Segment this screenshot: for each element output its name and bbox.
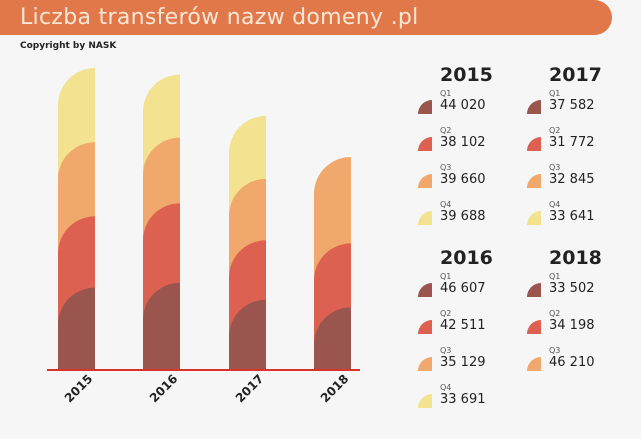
legend-year: 2016: [440, 247, 493, 269]
legend-value: 33 502: [549, 281, 595, 296]
legend-value: 46 210: [549, 355, 595, 370]
legend-quarter: Q2: [440, 309, 452, 318]
legend-item: Q1 44 020: [418, 89, 508, 123]
legend-quarter: Q1: [549, 272, 561, 281]
legend-value: 39 688: [440, 209, 486, 224]
legend-value: 42 511: [440, 318, 486, 333]
legend-quarter: Q4: [549, 200, 561, 209]
header-bar: [0, 0, 612, 35]
quarter-swatch-icon: [418, 357, 432, 371]
legend-value: 44 020: [440, 98, 486, 113]
legend-item: Q1 46 607: [418, 272, 508, 306]
legend-value: 46 607: [440, 281, 486, 296]
quarter-swatch-icon: [527, 211, 541, 225]
legend-quarter: Q3: [549, 346, 561, 355]
legend-item: Q2 42 511: [418, 309, 508, 343]
legend-quarter: Q3: [549, 163, 561, 172]
legend-item: Q2 31 772: [527, 126, 617, 160]
legend-year: 2015: [440, 64, 493, 86]
legend-quarter: Q3: [440, 163, 452, 172]
legend-value: 35 129: [440, 355, 486, 370]
legend-item: Q4 33 641: [527, 200, 617, 234]
quarter-swatch-icon: [418, 211, 432, 225]
legend-quarter: Q4: [440, 383, 452, 392]
legend-item: Q4 33 691: [418, 383, 508, 417]
x-tick-label: 2018: [318, 372, 352, 406]
quarter-swatch-icon: [527, 357, 541, 371]
legend-item: Q3 39 660: [418, 163, 508, 197]
legend-value: 31 772: [549, 135, 595, 150]
quarter-swatch-icon: [418, 174, 432, 188]
x-tick-label: 2015: [62, 372, 96, 406]
legend-item: Q2 38 102: [418, 126, 508, 160]
legend-quarter: Q4: [440, 200, 452, 209]
quarter-swatch-icon: [418, 100, 432, 114]
legend-value: 39 660: [440, 172, 486, 187]
bar-2018-q1: [314, 307, 351, 370]
legend-quarter: Q3: [440, 346, 452, 355]
legend-year: 2017: [549, 64, 602, 86]
copyright: Copyright by NASK: [20, 41, 117, 51]
x-tick-label: 2017: [233, 372, 267, 406]
legend-quarter: Q1: [440, 89, 452, 98]
legend-value: 37 582: [549, 98, 595, 113]
legend-value: 33 641: [549, 209, 595, 224]
quarter-swatch-icon: [418, 320, 432, 334]
chart-title: Liczba transferów nazw domeny .pl: [20, 5, 419, 30]
x-tick-label: 2016: [147, 372, 181, 406]
legend-item: Q3 35 129: [418, 346, 508, 380]
quarter-swatch-icon: [418, 137, 432, 151]
legend-item: Q2 34 198: [527, 309, 617, 343]
legend-value: 33 691: [440, 392, 486, 407]
bar-2016-q1: [143, 282, 180, 370]
legend-quarter: Q1: [549, 89, 561, 98]
legend-quarter: Q2: [549, 126, 561, 135]
quarter-swatch-icon: [418, 283, 432, 297]
legend-item: Q3 32 845: [527, 163, 617, 197]
quarter-swatch-icon: [418, 394, 432, 408]
quarter-swatch-icon: [527, 100, 541, 114]
quarter-swatch-icon: [527, 283, 541, 297]
legend-item: Q1 37 582: [527, 89, 617, 123]
legend-value: 32 845: [549, 172, 595, 187]
quarter-swatch-icon: [527, 174, 541, 188]
quarter-swatch-icon: [527, 137, 541, 151]
legend-item: Q1 33 502: [527, 272, 617, 306]
legend-quarter: Q1: [440, 272, 452, 281]
legend-item: Q4 39 688: [418, 200, 508, 234]
legend-quarter: Q2: [440, 126, 452, 135]
legend-item: Q3 46 210: [527, 346, 617, 380]
bar-2015-q1: [58, 287, 95, 370]
legend-value: 38 102: [440, 135, 486, 150]
bar-2017-q1: [229, 299, 266, 370]
legend-quarter: Q2: [549, 309, 561, 318]
legend-year: 2018: [549, 247, 602, 269]
quarter-swatch-icon: [527, 320, 541, 334]
legend-value: 34 198: [549, 318, 595, 333]
